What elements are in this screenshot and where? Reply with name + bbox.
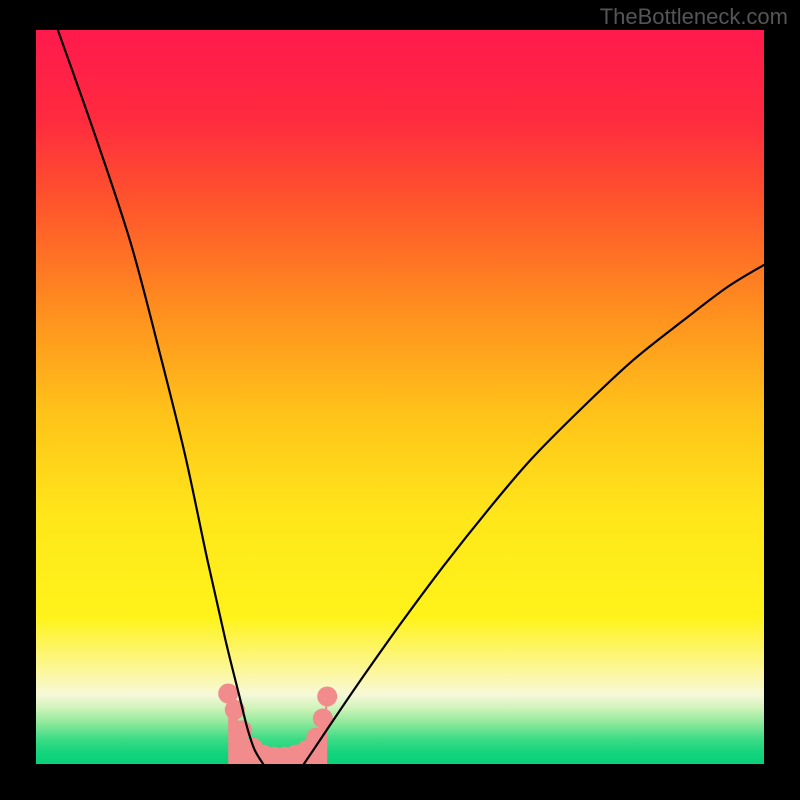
- bottom-marker-dot: [317, 686, 337, 706]
- watermark-text: TheBottleneck.com: [600, 4, 788, 30]
- plot-area: [36, 30, 764, 764]
- chart-container: TheBottleneck.com: [0, 0, 800, 800]
- gradient-background: [36, 30, 764, 764]
- plot-svg: [36, 30, 764, 764]
